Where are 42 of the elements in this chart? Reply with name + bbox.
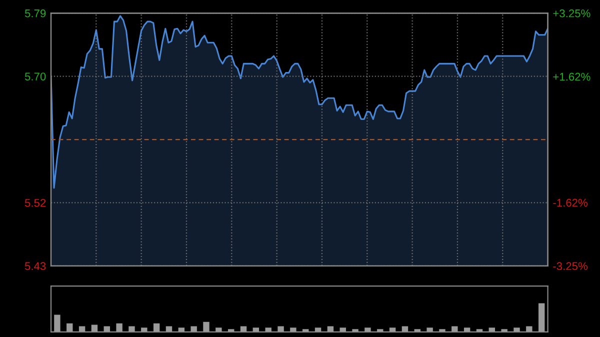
bar <box>66 323 73 332</box>
y2-tick-label: -1.62% <box>553 198 588 207</box>
bar <box>240 326 247 332</box>
bar <box>501 329 508 332</box>
y2-tick-label: +1.62% <box>553 72 590 81</box>
bar <box>128 326 135 332</box>
bar <box>216 328 222 332</box>
bar <box>290 328 296 332</box>
y-tick-label: 5.79 <box>24 9 46 18</box>
y-tick-label: 5.52 <box>24 198 46 207</box>
y2-tick-label: +3.25% <box>553 9 590 18</box>
bar <box>166 326 172 332</box>
y-tick-label: 5.70 <box>24 72 46 80</box>
bar <box>426 328 433 332</box>
bar <box>153 323 160 332</box>
bar <box>464 328 470 332</box>
bar <box>526 326 532 332</box>
bar <box>538 303 545 332</box>
bar <box>190 326 197 332</box>
bar <box>104 326 110 332</box>
bar <box>352 329 358 332</box>
bar <box>389 328 396 332</box>
bar <box>116 323 122 332</box>
bar <box>452 326 458 332</box>
bar <box>252 328 260 332</box>
y2-tick-label: -3.25% <box>553 262 588 270</box>
bar <box>203 322 210 332</box>
bar <box>514 328 520 332</box>
bar <box>141 328 148 332</box>
bar <box>364 328 371 332</box>
bar <box>439 329 446 332</box>
bar <box>54 314 60 332</box>
bar <box>178 328 185 332</box>
bar <box>278 326 284 332</box>
y-tick-label: 5.43 <box>24 262 46 270</box>
bar <box>314 328 322 332</box>
bar <box>488 328 496 332</box>
bar <box>340 328 346 332</box>
bar <box>78 326 86 332</box>
bar <box>265 328 272 332</box>
bar <box>402 326 408 332</box>
bar <box>327 326 334 332</box>
